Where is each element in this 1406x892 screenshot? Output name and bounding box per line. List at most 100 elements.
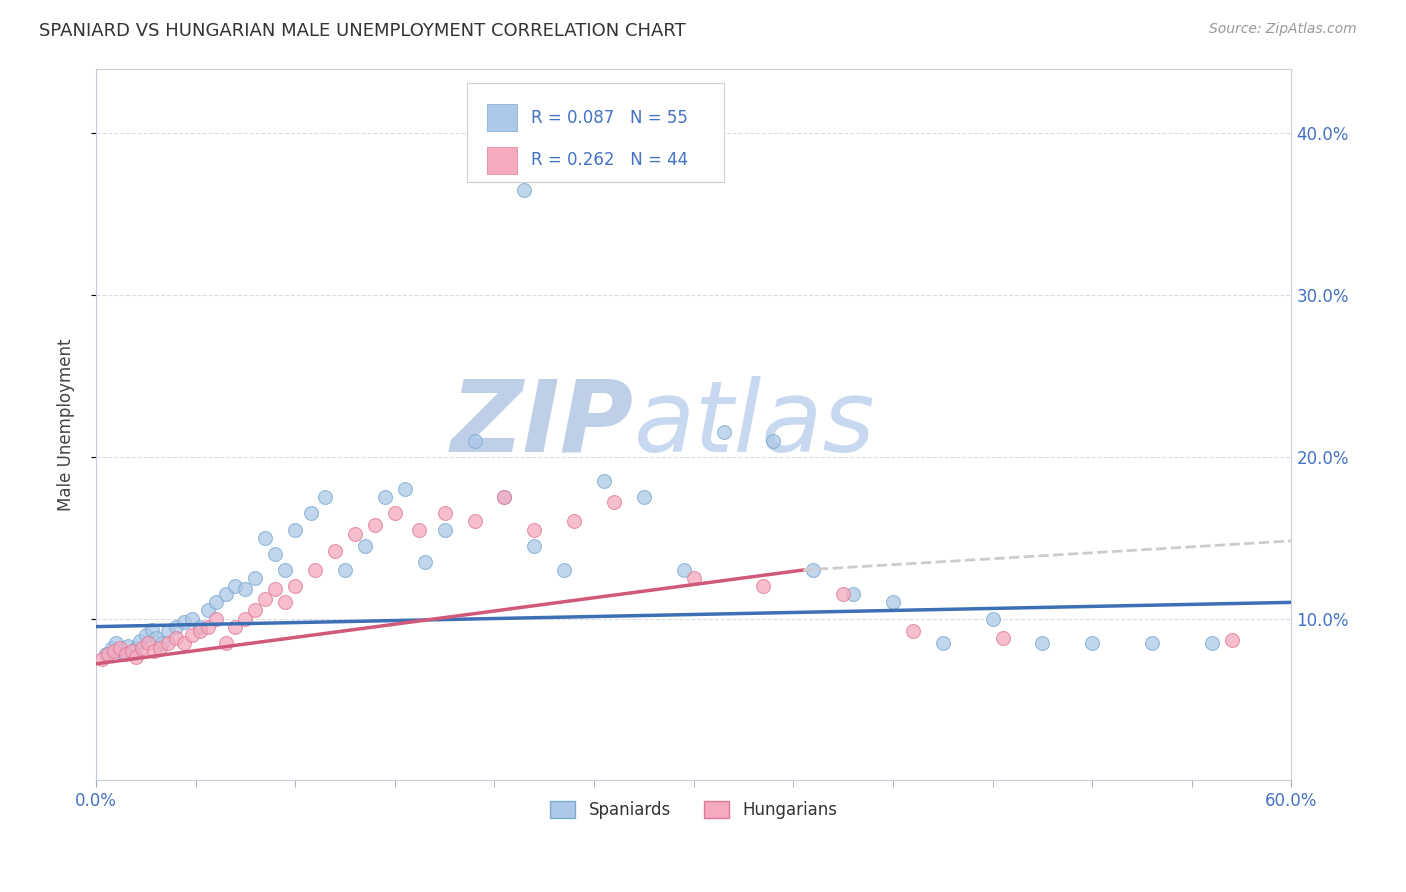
Point — [562, 515, 585, 529]
Point — [274, 563, 297, 577]
Point — [224, 619, 246, 633]
Point — [141, 623, 163, 637]
Point — [901, 624, 924, 639]
Point — [593, 474, 616, 488]
Point — [188, 619, 211, 633]
Point — [394, 482, 416, 496]
Point — [254, 531, 277, 545]
Point — [494, 490, 516, 504]
Point — [433, 523, 456, 537]
Point — [264, 547, 287, 561]
Point — [150, 636, 173, 650]
Point — [354, 539, 377, 553]
Point — [121, 646, 143, 660]
Text: SPANIARD VS HUNGARIAN MALE UNEMPLOYMENT CORRELATION CHART: SPANIARD VS HUNGARIAN MALE UNEMPLOYMENT … — [39, 22, 686, 40]
Point — [235, 582, 257, 597]
Point — [214, 587, 236, 601]
Point — [135, 628, 157, 642]
Text: R = 0.262   N = 44: R = 0.262 N = 44 — [531, 152, 689, 169]
Point — [214, 636, 236, 650]
Point — [1201, 636, 1223, 650]
FancyBboxPatch shape — [467, 83, 724, 182]
Point — [1031, 636, 1053, 650]
Point — [235, 611, 257, 625]
Point — [284, 579, 307, 593]
Point — [145, 631, 167, 645]
Point — [523, 539, 546, 553]
Point — [103, 644, 125, 658]
Bar — [486, 104, 517, 131]
Point — [165, 631, 187, 645]
Point — [1220, 632, 1243, 647]
Point — [672, 563, 695, 577]
Point — [882, 595, 904, 609]
Text: ZIP: ZIP — [451, 376, 634, 473]
Point — [264, 582, 287, 597]
Point — [494, 490, 516, 504]
Point — [633, 490, 655, 504]
Point — [413, 555, 436, 569]
Point — [384, 507, 406, 521]
Point — [832, 587, 855, 601]
Point — [112, 647, 135, 661]
Point — [149, 640, 172, 655]
Point — [245, 603, 267, 617]
Point — [464, 515, 486, 529]
Point — [173, 636, 195, 650]
Point — [304, 563, 326, 577]
Point — [284, 523, 307, 537]
Text: Source: ZipAtlas.com: Source: ZipAtlas.com — [1209, 22, 1357, 37]
Point — [553, 563, 575, 577]
Point — [142, 644, 165, 658]
Point — [125, 640, 148, 655]
Point — [173, 615, 195, 629]
Point — [117, 639, 139, 653]
Point — [1081, 636, 1104, 650]
Point — [603, 495, 626, 509]
Point — [197, 603, 219, 617]
Point — [101, 640, 124, 655]
Point — [254, 592, 277, 607]
Point — [991, 631, 1014, 645]
Point — [323, 543, 346, 558]
Point — [136, 636, 159, 650]
Point — [1140, 636, 1163, 650]
Point — [104, 636, 127, 650]
Point — [121, 644, 143, 658]
Point — [188, 624, 211, 639]
Text: R = 0.087   N = 55: R = 0.087 N = 55 — [531, 109, 688, 127]
Point — [513, 183, 536, 197]
Point — [91, 652, 114, 666]
Point — [125, 650, 148, 665]
Point — [762, 434, 785, 448]
Point — [197, 619, 219, 633]
Point — [842, 587, 865, 601]
Legend: Spaniards, Hungarians: Spaniards, Hungarians — [544, 794, 844, 825]
Point — [156, 624, 179, 639]
Point — [108, 640, 131, 655]
Point — [523, 523, 546, 537]
Point — [408, 523, 430, 537]
Point — [108, 644, 131, 658]
Point — [180, 628, 202, 642]
Point — [204, 611, 226, 625]
Point — [204, 595, 226, 609]
Point — [981, 611, 1004, 625]
Point — [180, 611, 202, 625]
Point — [801, 563, 824, 577]
Y-axis label: Male Unemployment: Male Unemployment — [58, 338, 75, 510]
Point — [314, 490, 336, 504]
Point — [433, 507, 456, 521]
Point — [224, 579, 246, 593]
Point — [752, 579, 775, 593]
Point — [94, 647, 117, 661]
Point — [344, 527, 367, 541]
Point — [374, 490, 396, 504]
Point — [156, 636, 179, 650]
Point — [115, 647, 138, 661]
Point — [682, 571, 704, 585]
Point — [464, 434, 486, 448]
Point — [165, 619, 187, 633]
Point — [128, 634, 150, 648]
Text: atlas: atlas — [634, 376, 876, 473]
